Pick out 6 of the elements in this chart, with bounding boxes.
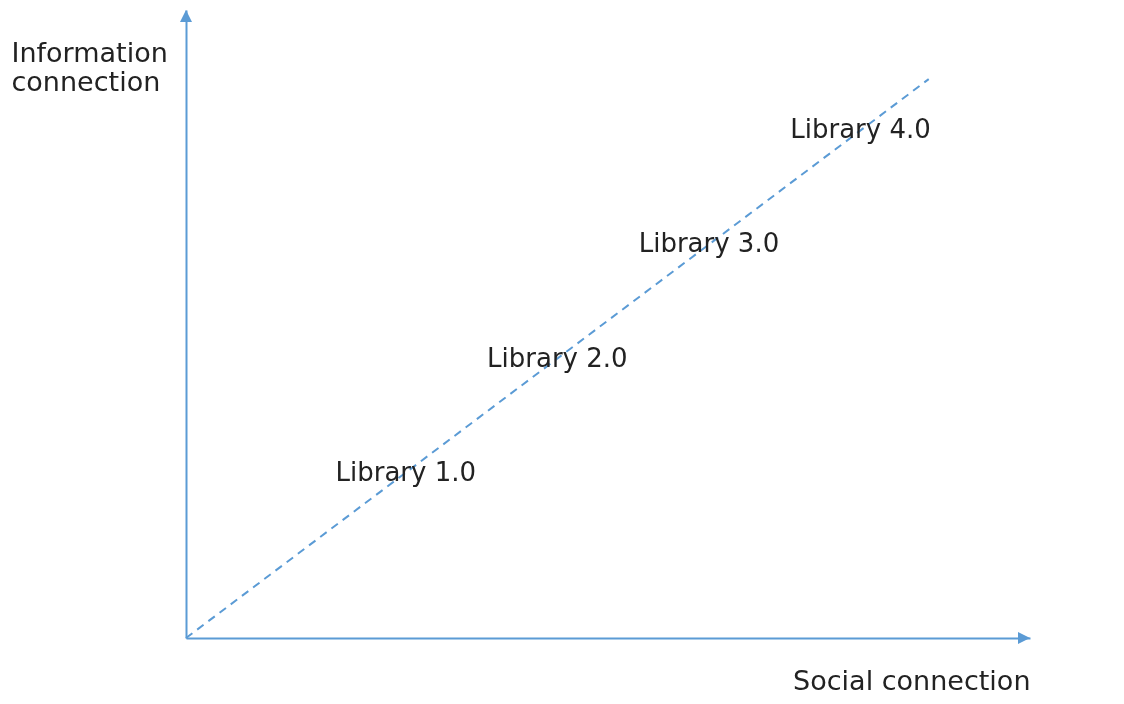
y-axis-title: Information connection bbox=[11, 36, 168, 97]
annotation: Library 1.0 bbox=[335, 456, 477, 487]
annotation: Library 3.0 bbox=[638, 228, 780, 259]
annotation: Library 4.0 bbox=[790, 114, 931, 145]
x-axis-title: Social connection bbox=[793, 664, 1031, 696]
annotation: Library 2.0 bbox=[487, 342, 628, 373]
